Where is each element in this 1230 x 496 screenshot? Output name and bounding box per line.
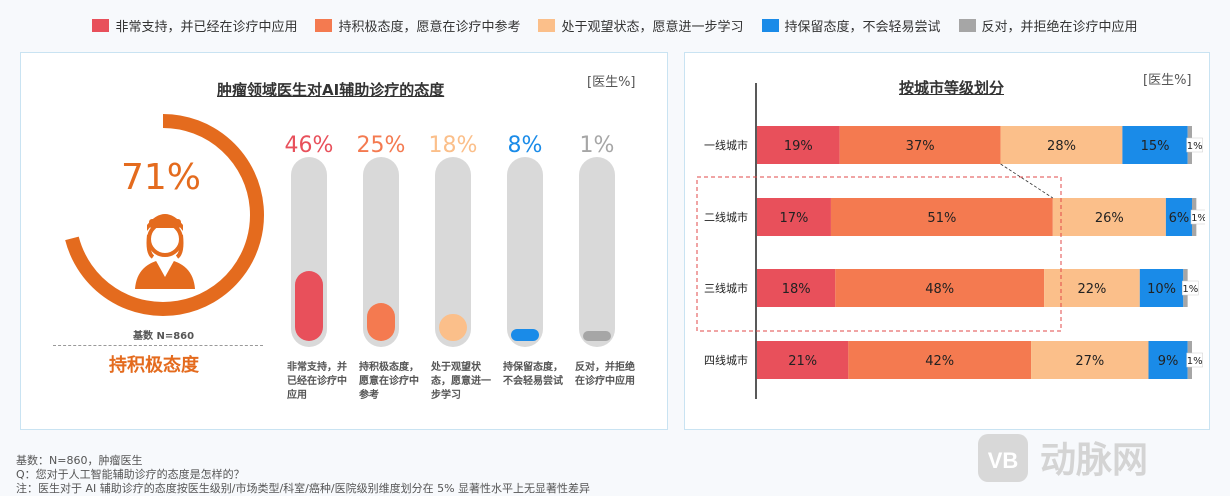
footer-question: Q：您对于人工智能辅助诊疗的态度是怎样的？ (16, 468, 245, 481)
dongmai-logo: VB 动脉网 (978, 434, 1148, 482)
column-category-label: 持保留态度，不会轻易尝试 (503, 362, 563, 387)
legend-item: 非常支持，并已经在诊疗中应用 (92, 14, 297, 36)
legend-swatch (538, 18, 556, 32)
column-bar (583, 331, 611, 341)
small-value-box (1186, 352, 1203, 368)
stacked-bar-segment (1139, 269, 1184, 307)
column-value-label: 25% (356, 133, 406, 158)
svg-text:VB: VB (988, 448, 1019, 473)
legend-label: 非常支持，并已经在诊疗中应用 (115, 19, 298, 35)
highlight-box (696, 176, 1062, 332)
stacked-bar-segment (1044, 269, 1140, 307)
divider (53, 345, 263, 346)
column-value-label: 1% (579, 133, 615, 158)
segment-value-label: 10% (1147, 282, 1176, 297)
small-value-box (1186, 137, 1203, 153)
stacked-bar-segment (830, 198, 1053, 236)
segment-value-label: 1% (1191, 213, 1205, 224)
nurse-doctor-icon (135, 214, 195, 289)
row-category-label: 一线城市 (704, 138, 748, 152)
stacked-bar-segment (757, 269, 836, 307)
small-value-box (1190, 209, 1205, 225)
right-chart-unit: [医生%] (1143, 73, 1192, 88)
segment-value-label: 9% (1158, 354, 1179, 369)
watermark-text: 动脉网 (1040, 440, 1148, 481)
segment-value-label: 28% (1047, 139, 1076, 154)
donut-percentage: 71% (121, 157, 202, 198)
column-bar (367, 303, 395, 341)
stacked-bar-segment (757, 126, 840, 164)
stacked-bar-segment (757, 198, 831, 236)
column-bar (511, 328, 539, 341)
donut-arc (65, 114, 264, 316)
segment-value-label: 21% (788, 354, 817, 369)
segment-value-label: 6% (1169, 211, 1190, 226)
stacked-bar-segment (1000, 126, 1123, 164)
segment-value-label: 1% (1187, 141, 1203, 152)
column-track (579, 157, 615, 347)
column-category-label: 持积极态度，愿意在诊疗中参考 (359, 362, 419, 401)
column-track (507, 157, 543, 347)
connector-line (1000, 163, 1054, 199)
legend-label: 持保留态度，不会轻易尝试 (784, 19, 941, 35)
legend-item: 持保留态度，不会轻易尝试 (761, 14, 941, 36)
segment-value-label: 51% (927, 211, 956, 226)
legend-label: 反对，并拒绝在诊疗中应用 (981, 19, 1138, 35)
legend-swatch (92, 18, 110, 32)
stacked-bar-segment (1052, 198, 1166, 236)
footer-note: 注：医生对于 AI 辅助诊疗的态度按医生级别/市场类型/科室/癌种/医院级别维度… (16, 482, 591, 495)
segment-value-label: 27% (1075, 354, 1104, 369)
legend-item: 持积极态度，愿意在诊疗中参考 (315, 14, 520, 36)
right-chart-title: 按城市等级划分 (899, 79, 1005, 97)
donut-label: 持积极态度 (109, 355, 199, 376)
left-chart-title: 肿瘤领域医生对AI辅助诊疗的态度 (217, 81, 445, 99)
legend-swatch (315, 18, 333, 32)
segment-value-label: 37% (906, 139, 935, 154)
legend-label: 持积极态度，愿意在诊疗中参考 (338, 19, 521, 35)
small-value-box (1182, 280, 1199, 296)
right-chart-panel: 按城市等级划分 [医生%] 一线城市 19% 37% 28% 15% 1% 二线城市 17% 5… (684, 52, 1210, 430)
row-category-label: 四线城市 (704, 353, 748, 367)
column-category-label: 处于观望状态，愿意进一步学习 (431, 362, 491, 401)
legend: 非常支持，并已经在诊疗中应用 持积极态度，愿意在诊疗中参考 处于观望状态，愿意进一步… (0, 14, 1230, 36)
column-category-label: 非常支持，并已经在诊疗中应用 (287, 362, 347, 401)
stacked-bar-chart: 一线城市19%37%28%15%1%二线城市17%51%26%6%1%三线城市1… (696, 83, 1205, 399)
stacked-bar-segment (835, 269, 1045, 307)
stacked-bar-segment (839, 126, 1001, 164)
segment-value-label: 42% (925, 354, 954, 369)
legend-item: 处于观望状态，愿意进一步学习 (538, 14, 744, 36)
column-value-label: 18% (428, 133, 478, 158)
left-chart-unit: [医生%] (587, 75, 636, 90)
stacked-bar-segment (1165, 198, 1192, 236)
segment-value-label: 1% (1187, 356, 1203, 367)
footer-base: 基数：N=860，肿瘤医生 (16, 454, 143, 467)
legend-swatch (761, 18, 779, 32)
segment-value-label: 18% (782, 282, 811, 297)
segment-value-label: 26% (1095, 211, 1124, 226)
stacked-bar-segment (1148, 341, 1188, 379)
segment-value-label: 48% (925, 282, 954, 297)
stacked-bar-segment (1122, 126, 1188, 164)
legend-label: 处于观望状态，愿意进一步学习 (561, 19, 744, 35)
column-bar (439, 313, 467, 341)
segment-value-label: 1% (1182, 284, 1198, 295)
column-bar (295, 271, 323, 341)
segment-value-label: 22% (1077, 282, 1106, 297)
segment-value-label: 19% (784, 139, 813, 154)
donut-gauge (65, 114, 264, 316)
row-category-label: 二线城市 (704, 210, 748, 224)
segment-value-label: 15% (1141, 139, 1170, 154)
legend-swatch (958, 18, 976, 32)
row-category-label: 三线城市 (704, 281, 748, 295)
column-category-label: 反对，并拒绝在诊疗中应用 (575, 362, 635, 387)
left-chart-panel: 肿瘤领域医生对AI辅助诊疗的态度 [医生%] 71% 基数 N=860 持积极态… (20, 52, 668, 430)
column-value-label: 8% (507, 133, 543, 158)
column-value-label: 46% (284, 133, 334, 158)
stacked-bar-segment (1031, 341, 1149, 379)
stacked-bar-segment (848, 341, 1032, 379)
legend-item: 反对，并拒绝在诊疗中应用 (958, 14, 1138, 36)
stacked-bar-segment (757, 341, 849, 379)
segment-value-label: 17% (780, 211, 809, 226)
base-count: 基数 N=860 (133, 331, 195, 342)
